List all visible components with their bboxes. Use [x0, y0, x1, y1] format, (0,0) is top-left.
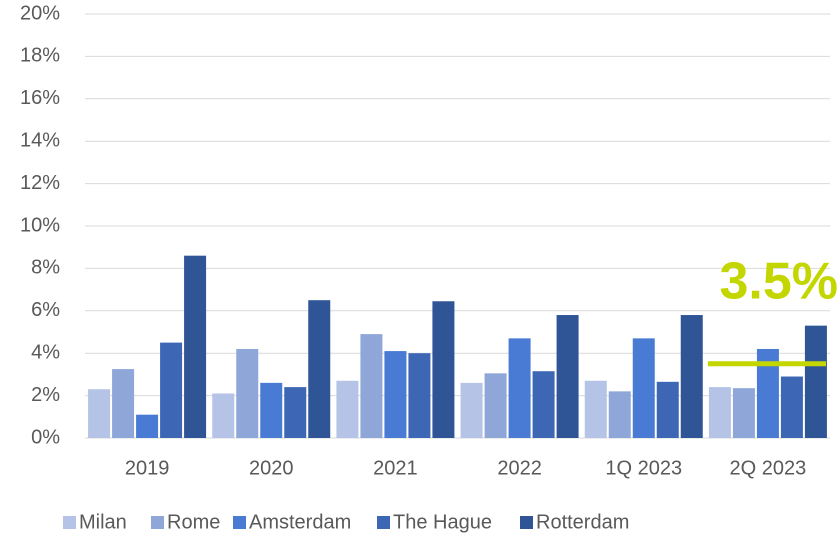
bar [756, 348, 779, 438]
bar [184, 255, 207, 438]
bar [508, 338, 531, 438]
bar [336, 380, 359, 438]
annotation-label: 3.5% [719, 253, 838, 311]
legend-label: Rotterdam [536, 511, 629, 533]
bar [656, 381, 679, 438]
bar [556, 315, 579, 438]
bar [804, 325, 827, 438]
bar [260, 382, 283, 438]
x-tick-label: 2021 [373, 457, 418, 479]
y-tick-label: 12% [20, 172, 60, 194]
bar [780, 376, 803, 438]
bar [408, 353, 431, 438]
legend-label: The Hague [393, 511, 492, 533]
y-tick-label: 10% [20, 214, 60, 236]
bar [532, 371, 555, 438]
legend-swatch [151, 516, 164, 529]
bar [308, 300, 331, 438]
bar [432, 301, 455, 438]
bar [360, 334, 383, 438]
y-tick-label: 0% [31, 426, 60, 448]
x-tick-label: 2020 [249, 457, 294, 479]
x-tick-label: 2022 [497, 457, 542, 479]
bar [608, 391, 631, 438]
bar [384, 351, 407, 438]
legend-swatch [63, 516, 76, 529]
legend-swatch [233, 516, 246, 529]
x-tick-label: 2Q 2023 [730, 457, 807, 479]
y-tick-label: 6% [31, 299, 60, 321]
legend-swatch [377, 516, 390, 529]
y-tick-label: 8% [31, 257, 60, 279]
bar [136, 414, 159, 438]
bar [236, 348, 259, 438]
legend-swatch [520, 516, 533, 529]
bar [632, 338, 655, 438]
bar [112, 369, 135, 438]
legend-label: Milan [79, 511, 127, 533]
legend-label: Rome [167, 511, 220, 533]
bar [680, 315, 703, 438]
bar [708, 387, 731, 438]
bar [88, 389, 111, 438]
y-tick-label: 4% [31, 341, 60, 363]
bar [484, 373, 507, 438]
bar [732, 388, 755, 438]
x-tick-label: 2019 [125, 457, 170, 479]
bar [584, 380, 607, 438]
y-tick-label: 16% [20, 87, 60, 109]
x-tick-label: 1Q 2023 [605, 457, 682, 479]
y-tick-label: 2% [31, 384, 60, 406]
bar [460, 382, 483, 438]
bar [284, 387, 307, 438]
bar [160, 342, 183, 438]
bar [212, 393, 235, 438]
y-tick-label: 20% [20, 2, 60, 24]
y-tick-label: 14% [20, 129, 60, 151]
legend-label: Amsterdam [249, 511, 351, 533]
y-tick-label: 18% [20, 45, 60, 67]
